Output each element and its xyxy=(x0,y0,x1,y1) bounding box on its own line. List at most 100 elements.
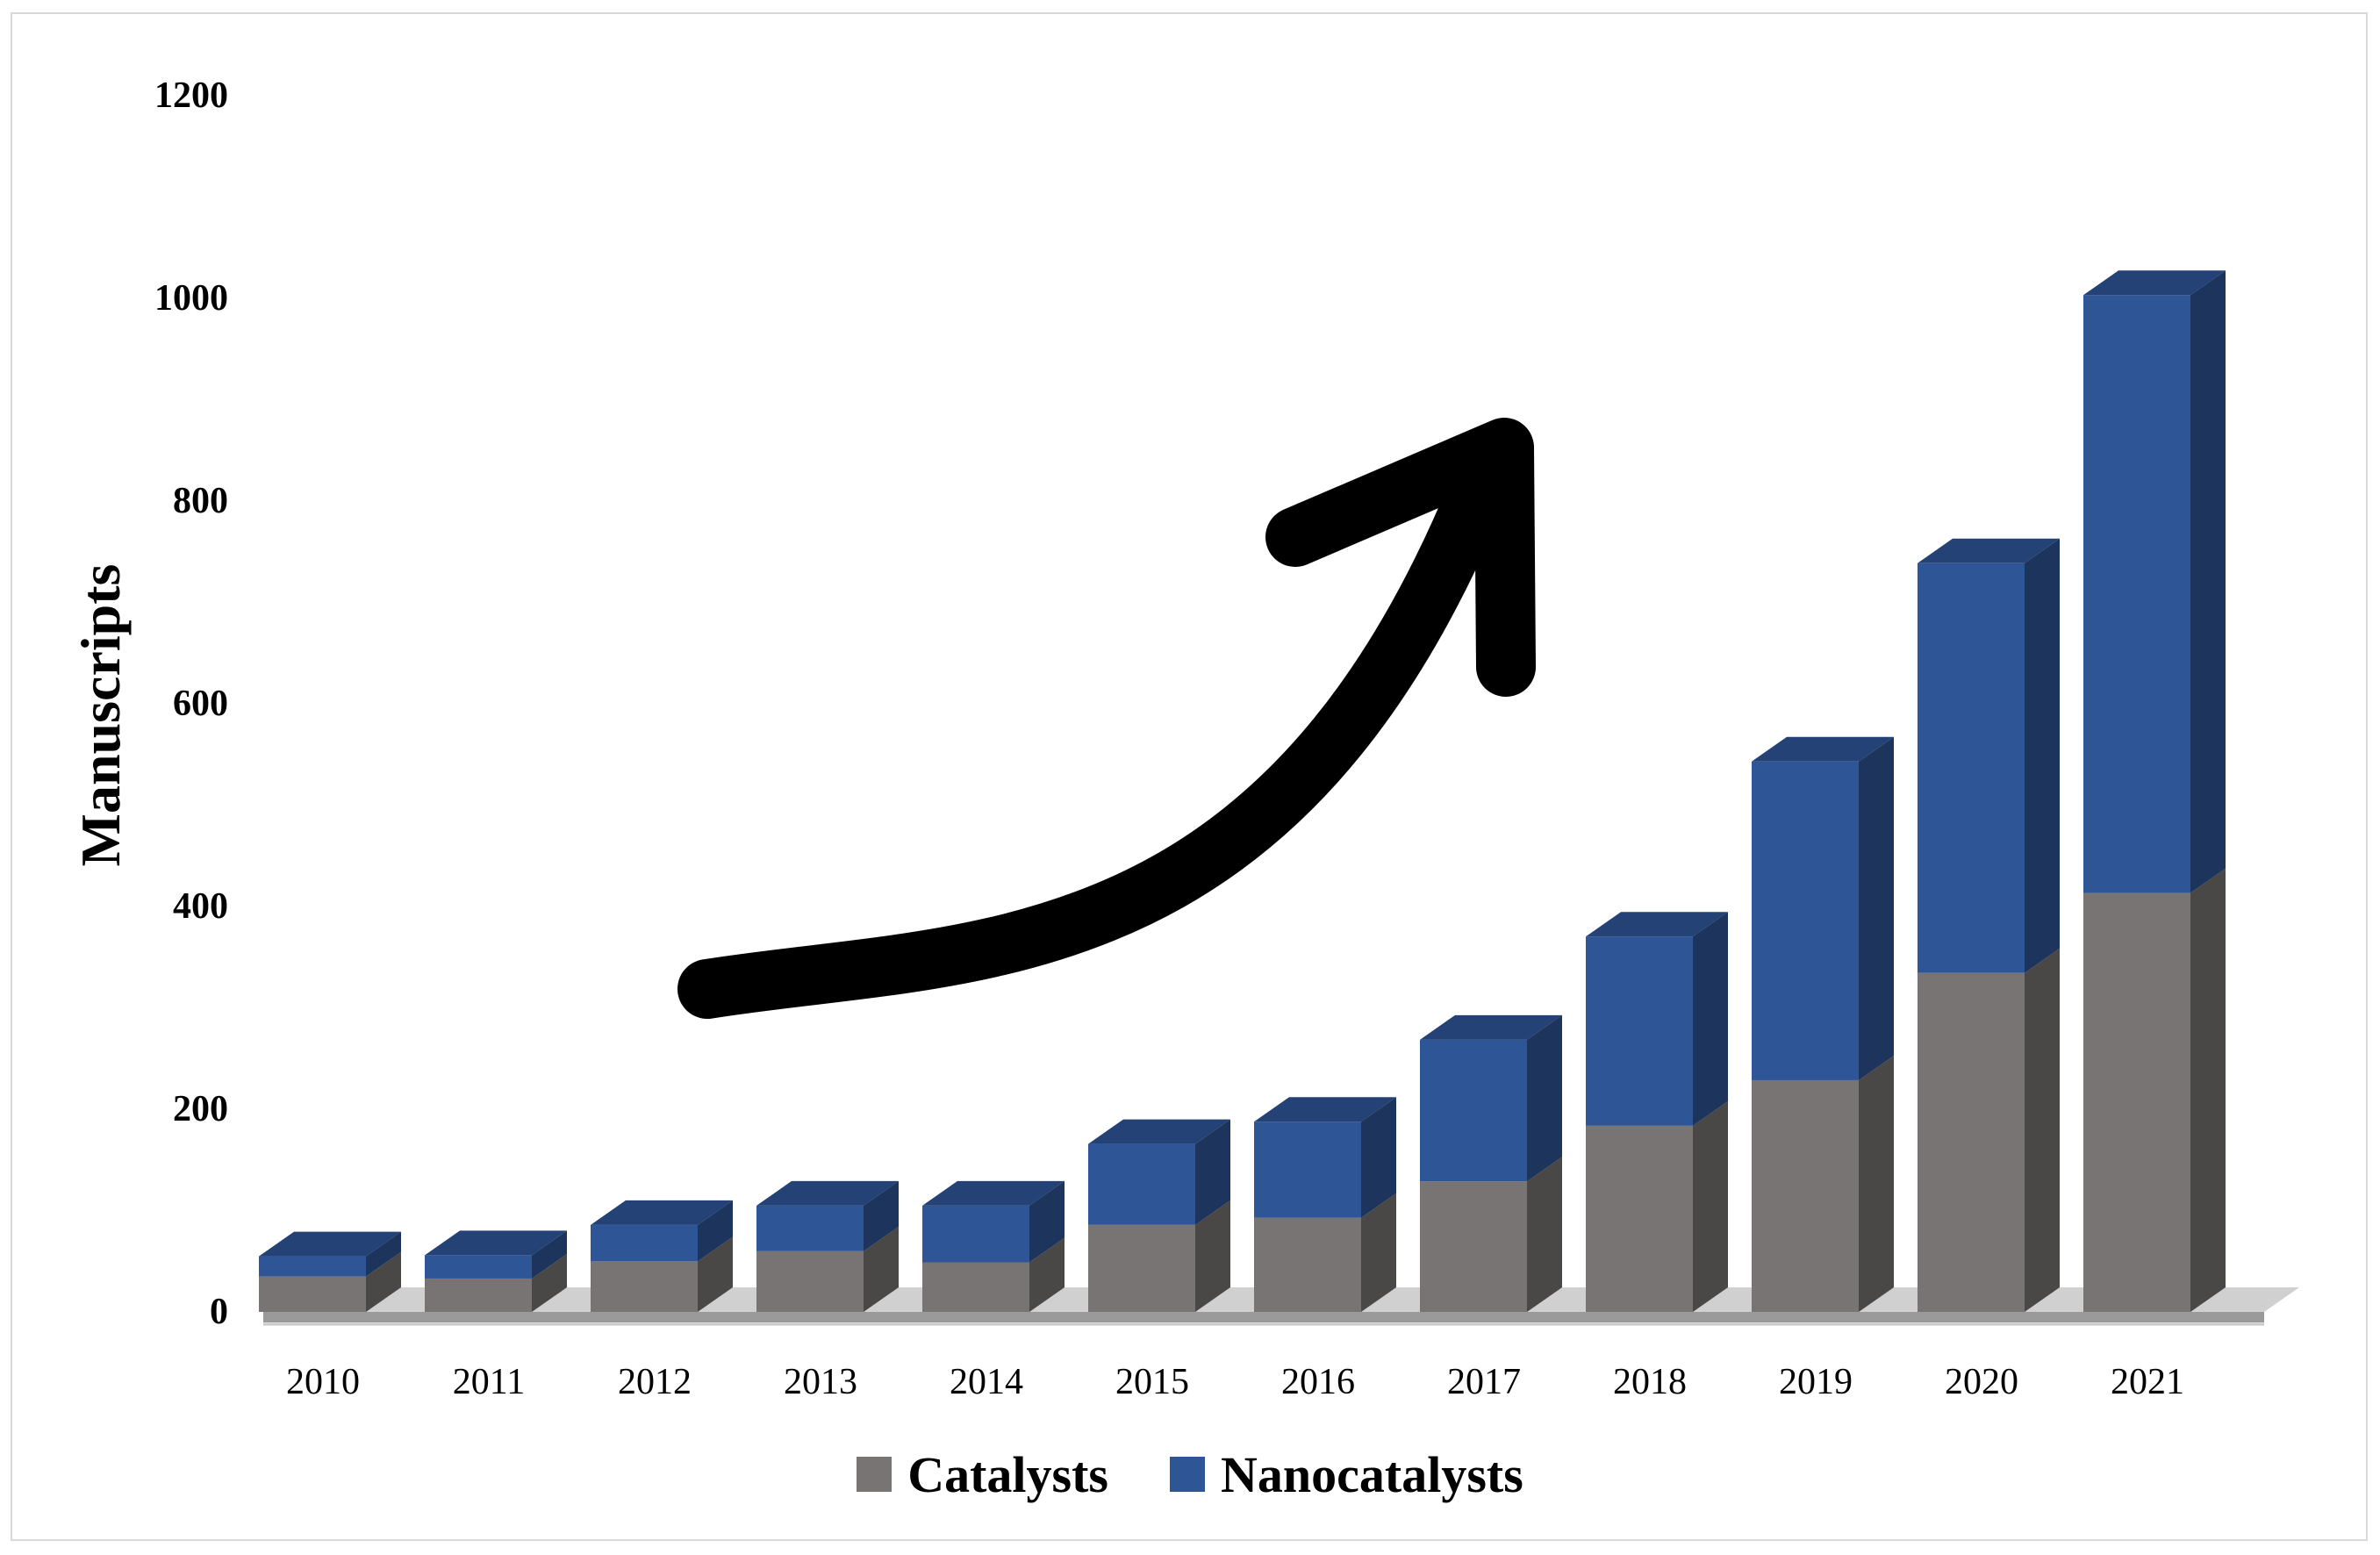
bar-nanocatalysts-front xyxy=(756,1205,864,1251)
x-tick-label: 2014 xyxy=(950,1362,1023,1402)
bar-nanocatalysts-side xyxy=(698,1200,733,1262)
bar-nanocatalysts-side xyxy=(366,1231,401,1277)
x-tick-label: 2011 xyxy=(453,1362,525,1402)
bar-catalysts-front xyxy=(756,1250,864,1312)
bar-catalysts-front xyxy=(1254,1217,1361,1312)
bar-nanocatalysts-top xyxy=(1586,912,1728,937)
bar-nanocatalysts-side xyxy=(1029,1180,1065,1263)
bar-nanocatalysts-top xyxy=(1420,1014,1562,1040)
y-tick-label: 400 xyxy=(173,886,228,927)
y-axis-title: Manuscripts xyxy=(69,564,132,867)
bar-catalysts-front xyxy=(1088,1224,1195,1312)
bar-nanocatalysts-front xyxy=(259,1256,366,1277)
bar-catalysts-front xyxy=(591,1261,698,1312)
bar-catalysts-side xyxy=(1527,1157,1562,1312)
y-tick-label: 1200 xyxy=(154,75,228,116)
x-axis: 2010 2011 2012 2013 2014 2015 2016 2017 2018 2019… xyxy=(286,1362,2184,1402)
bar-nanocatalysts-front xyxy=(1918,563,2025,973)
bar-nanocatalysts-top xyxy=(1918,538,2060,563)
trend-arrow-icon xyxy=(677,418,1536,1019)
x-tick-label: 2020 xyxy=(1945,1362,2018,1402)
legend-label-nanocatalysts: Nanocatalysts xyxy=(1221,1445,1523,1503)
bar-nanocatalysts-side xyxy=(2190,270,2226,893)
x-tick-label: 2018 xyxy=(1613,1362,1687,1402)
bar-nanocatalysts-top xyxy=(1088,1119,1230,1144)
x-tick-label: 2021 xyxy=(2111,1362,2184,1402)
bar-group-2017 xyxy=(1420,1014,1562,1312)
x-tick-label: 2013 xyxy=(784,1362,857,1402)
bar-group-2020 xyxy=(1918,538,2060,1312)
bar-nanocatalysts-front xyxy=(1752,761,1859,1080)
y-tick-label: 1000 xyxy=(154,278,228,319)
bar-nanocatalysts-front xyxy=(1088,1143,1195,1225)
bar-catalysts-side xyxy=(532,1253,567,1312)
bar-catalysts-side xyxy=(2025,948,2060,1312)
bar-group-2010 xyxy=(259,1231,401,1312)
bar-catalysts-side xyxy=(864,1226,899,1312)
bar-catalysts-front xyxy=(2083,892,2190,1312)
x-tick-label: 2017 xyxy=(1447,1362,1521,1402)
bar-nanocatalysts-side xyxy=(1195,1119,1230,1225)
bar-group-2011 xyxy=(425,1230,567,1312)
bar-nanocatalysts-side xyxy=(1693,912,1728,1126)
bar-catalysts-side xyxy=(1029,1237,1065,1312)
bar-nanocatalysts-front xyxy=(591,1224,698,1262)
bar-catalysts-side xyxy=(2190,868,2226,1312)
legend-item-nanocatalysts: Nanocatalysts xyxy=(1170,1445,1523,1504)
bar-catalysts-front xyxy=(1586,1125,1693,1312)
bar-group-2012 xyxy=(591,1200,733,1312)
bar-group-2014 xyxy=(922,1180,1065,1312)
bar-nanocatalysts-top xyxy=(259,1231,401,1257)
bar-catalysts-side xyxy=(1361,1193,1396,1312)
bar-nanocatalysts-top xyxy=(756,1180,899,1206)
bar-catalysts-side xyxy=(1195,1200,1230,1312)
bar-group-2013 xyxy=(756,1180,899,1312)
bar-nanocatalysts-front xyxy=(1420,1039,1527,1182)
y-tick-label: 600 xyxy=(173,684,228,724)
y-axis: 0 200 400 600 800 1000 1200 xyxy=(154,75,228,1332)
bar-nanocatalysts-front xyxy=(2083,295,2190,893)
bar-catalysts-front xyxy=(922,1262,1029,1312)
bar-catalysts-front xyxy=(259,1276,366,1312)
bar-nanocatalysts-top xyxy=(922,1180,1065,1206)
bar-group-2016 xyxy=(1254,1097,1396,1312)
legend-item-catalysts: Catalysts xyxy=(857,1445,1108,1504)
bar-nanocatalysts-top xyxy=(1752,736,1894,762)
bar-nanocatalysts-top xyxy=(591,1200,733,1225)
bar-group-2019 xyxy=(1752,736,1894,1312)
x-tick-label: 2010 xyxy=(286,1362,360,1402)
bar-nanocatalysts-side xyxy=(864,1180,899,1251)
bar-group-2015 xyxy=(1088,1119,1230,1312)
bar-catalysts-side xyxy=(1859,1055,1894,1312)
bar-nanocatalysts-front xyxy=(425,1255,532,1279)
bar-catalysts-side xyxy=(698,1236,733,1312)
bar-group-2018 xyxy=(1586,912,1728,1312)
y-tick-label: 0 xyxy=(210,1292,228,1332)
bar-catalysts-front xyxy=(425,1278,532,1312)
bar-nanocatalysts-side xyxy=(532,1230,567,1279)
bar-nanocatalysts-top xyxy=(2083,270,2226,296)
bar-catalysts-front xyxy=(1752,1079,1859,1312)
bar-group-2021 xyxy=(2083,270,2226,1312)
bar-nanocatalysts-front xyxy=(1586,936,1693,1126)
legend: Catalysts Nanocatalysts xyxy=(0,1439,2380,1509)
bar-catalysts-front xyxy=(1918,972,2025,1312)
bar-nanocatalysts-top xyxy=(425,1230,567,1256)
bar-catalysts-side xyxy=(366,1251,401,1312)
bar-catalysts-front xyxy=(1420,1181,1527,1312)
bar-nanocatalysts-front xyxy=(1254,1121,1361,1218)
bar-nanocatalysts-side xyxy=(1361,1097,1396,1218)
bar-nanocatalysts-side xyxy=(2025,538,2060,973)
y-tick-label: 800 xyxy=(173,481,228,521)
legend-label-catalysts: Catalysts xyxy=(907,1445,1108,1503)
x-tick-label: 2016 xyxy=(1281,1362,1355,1402)
bar-nanocatalysts-front xyxy=(922,1205,1029,1263)
x-tick-label: 2015 xyxy=(1115,1362,1189,1402)
floor-edge xyxy=(263,1312,2264,1322)
x-tick-label: 2012 xyxy=(618,1362,692,1402)
legend-swatch-nanocatalysts xyxy=(1170,1457,1205,1492)
bar-nanocatalysts-side xyxy=(1859,736,1894,1080)
bars xyxy=(259,270,2226,1312)
x-tick-label: 2019 xyxy=(1779,1362,1853,1402)
